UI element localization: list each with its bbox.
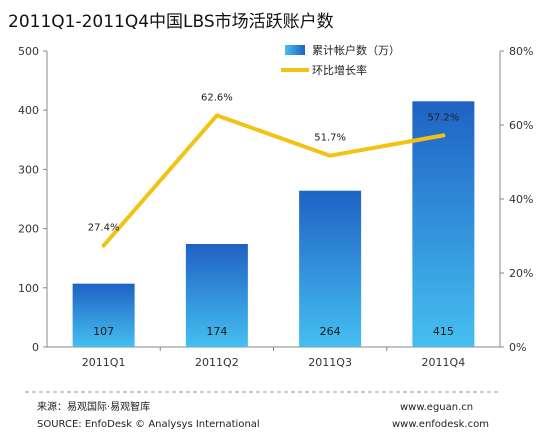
bar-value-label: 264 xyxy=(320,325,341,338)
x-tick-label: 2011Q1 xyxy=(82,356,126,369)
right-tick-label: 60% xyxy=(509,119,533,132)
bar-value-label: 415 xyxy=(433,325,454,338)
bar xyxy=(72,283,135,347)
footer-url-2: www.enfodesk.com xyxy=(392,419,489,430)
left-tick-label: 300 xyxy=(18,163,39,176)
bar xyxy=(412,101,475,347)
axes: 0 100 200 300 400 500 0% 20% 40% 60% 80% 2011Q1 2011… xyxy=(18,45,533,369)
x-tick-label: 2011Q3 xyxy=(308,356,352,369)
data-labels: 107 174 264 415 27.4% 62.6% 51.7% 57.2% xyxy=(88,92,460,338)
growth-rate-line xyxy=(101,113,446,248)
left-tick-label: 200 xyxy=(18,223,39,236)
growth-rate-label: 27.4% xyxy=(88,223,120,234)
bar xyxy=(185,243,248,347)
left-tick-label: 0 xyxy=(32,341,39,354)
growth-line-layer xyxy=(101,113,446,248)
growth-rate-label: 62.6% xyxy=(201,92,233,103)
right-tick-label: 0% xyxy=(509,341,526,354)
left-tick-label: 400 xyxy=(18,104,39,117)
x-tick-label: 2011Q2 xyxy=(195,356,239,369)
right-tick-label: 40% xyxy=(509,193,533,206)
legend-bar-label: 累计帐户数（万） xyxy=(312,43,400,57)
chart-title: 2011Q1-2011Q4中国LBS市场活跃账户数 xyxy=(8,12,334,32)
legend-bar-swatch xyxy=(285,45,305,55)
left-tick-label: 500 xyxy=(18,45,39,58)
bars xyxy=(72,101,475,347)
right-tick-label: 20% xyxy=(509,267,533,280)
growth-rate-label: 51.7% xyxy=(314,133,346,144)
growth-rate-label: 57.2% xyxy=(427,112,459,123)
footer-source-cn: 来源：易观国际·易观智库 xyxy=(37,400,150,413)
left-tick-label: 100 xyxy=(18,282,39,295)
x-tick-label: 2011Q4 xyxy=(422,356,466,369)
bar-value-label: 174 xyxy=(206,325,227,338)
bar xyxy=(299,190,362,347)
legend-line-label: 环比增长率 xyxy=(312,63,367,77)
right-tick-label: 80% xyxy=(509,45,533,58)
footer-source-en: SOURCE: EnfoDesk © Analysys Internationa… xyxy=(37,419,260,430)
bar-value-label: 107 xyxy=(93,325,114,338)
legend: 累计帐户数（万） 环比增长率 xyxy=(281,43,400,77)
footer-url-1: www.eguan.cn xyxy=(400,402,473,413)
